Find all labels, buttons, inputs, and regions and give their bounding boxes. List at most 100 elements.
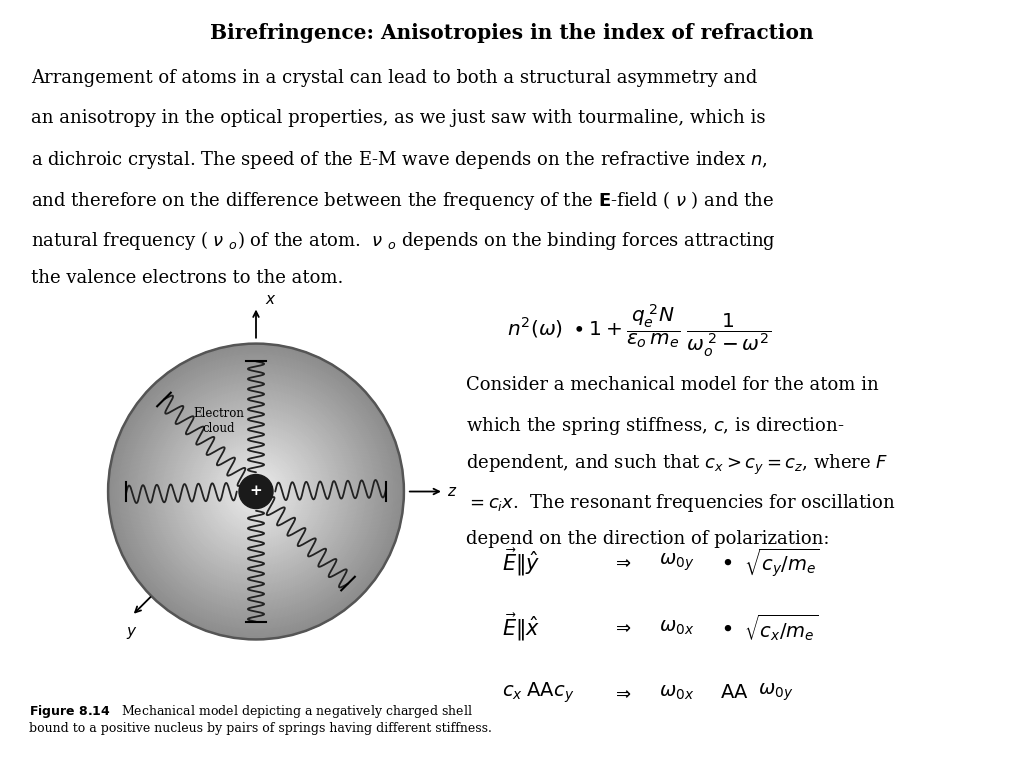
Circle shape	[204, 440, 308, 543]
Text: Electron
cloud: Electron cloud	[194, 406, 245, 435]
Circle shape	[180, 415, 332, 568]
Circle shape	[213, 449, 299, 534]
Circle shape	[178, 414, 334, 569]
Circle shape	[119, 355, 393, 628]
Circle shape	[139, 375, 373, 608]
Circle shape	[238, 473, 274, 510]
Circle shape	[110, 346, 402, 637]
Circle shape	[167, 402, 345, 581]
Text: $\bullet$: $\bullet$	[720, 617, 732, 638]
Circle shape	[195, 431, 317, 552]
Circle shape	[194, 429, 318, 554]
Circle shape	[109, 343, 403, 640]
Circle shape	[219, 455, 293, 528]
Circle shape	[143, 379, 369, 604]
Text: +: +	[250, 484, 262, 498]
Text: $z$: $z$	[446, 485, 457, 498]
Circle shape	[175, 410, 337, 573]
Text: dependent, and such that $c_x > c_y = c_z$, where $F$: dependent, and such that $c_x > c_y = c_…	[466, 453, 888, 478]
Circle shape	[128, 364, 384, 619]
Circle shape	[153, 388, 359, 595]
Text: depend on the direction of polarization:: depend on the direction of polarization:	[466, 530, 829, 548]
Circle shape	[112, 347, 400, 636]
Text: $= c_i x$.  The resonant frequencies for oscillation: $= c_i x$. The resonant frequencies for …	[466, 492, 896, 514]
Text: $n^{2}(\omega)\;\bullet 1 + \dfrac{q_{e}^{\;2}N}{\varepsilon_{o}\,m_{e}}\;\dfrac: $n^{2}(\omega)\;\bullet 1 + \dfrac{q_{e}…	[507, 302, 771, 359]
Circle shape	[141, 377, 371, 606]
Text: $y$: $y$	[126, 625, 137, 641]
Text: $c_{x}\;\mathrm{AA}c_{y}$: $c_{x}\;\mathrm{AA}c_{y}$	[502, 680, 574, 705]
Circle shape	[236, 472, 276, 511]
Circle shape	[156, 392, 356, 591]
Circle shape	[233, 469, 279, 514]
Circle shape	[197, 432, 315, 551]
Circle shape	[249, 484, 263, 499]
Circle shape	[162, 397, 350, 586]
Circle shape	[160, 396, 352, 588]
Text: $\mathbf{Figure\ 8.14}$   Mechanical model depicting a negatively charged shell: $\mathbf{Figure\ 8.14}$ Mechanical model…	[29, 703, 472, 720]
Circle shape	[148, 384, 364, 599]
Circle shape	[239, 475, 273, 508]
Text: a dichroic crystal. The speed of the E-M wave depends on the refractive index $n: a dichroic crystal. The speed of the E-M…	[31, 149, 768, 171]
Text: $x$: $x$	[265, 293, 276, 306]
Circle shape	[224, 460, 288, 523]
Circle shape	[208, 443, 304, 540]
Text: natural frequency ( $\nu$ $_{o}$) of the atom.  $\nu$ $_{o}$ depends on the bind: natural frequency ( $\nu$ $_{o}$) of the…	[31, 229, 775, 252]
Text: $\sqrt{c_{y}/m_{e}}$: $\sqrt{c_{y}/m_{e}}$	[744, 546, 820, 578]
Circle shape	[187, 423, 325, 560]
Circle shape	[132, 368, 380, 615]
Text: $\omega_{0x}$: $\omega_{0x}$	[659, 618, 694, 637]
Circle shape	[230, 465, 282, 518]
Text: an anisotropy in the optical properties, as we just saw with tourmaline, which i: an anisotropy in the optical properties,…	[31, 109, 765, 127]
Circle shape	[182, 418, 330, 565]
Text: $\omega_{0x}$: $\omega_{0x}$	[659, 684, 694, 702]
Text: $\omega_{0y}$: $\omega_{0y}$	[758, 682, 793, 703]
Text: Consider a mechanical model for the atom in: Consider a mechanical model for the atom…	[466, 376, 879, 394]
Circle shape	[184, 419, 328, 564]
Circle shape	[136, 372, 376, 611]
Text: $\vec{E} \| \hat{x}$: $\vec{E} \| \hat{x}$	[502, 611, 540, 644]
Text: $\vec{E} \| \hat{y}$: $\vec{E} \| \hat{y}$	[502, 546, 540, 578]
Circle shape	[146, 382, 366, 601]
Circle shape	[158, 393, 354, 590]
Circle shape	[247, 482, 265, 501]
Circle shape	[221, 456, 291, 527]
Circle shape	[226, 462, 286, 521]
Circle shape	[212, 447, 300, 536]
Circle shape	[164, 399, 348, 584]
Circle shape	[206, 442, 306, 541]
Text: $\mathrm{AA}$: $\mathrm{AA}$	[720, 684, 749, 702]
Text: $\Rightarrow$: $\Rightarrow$	[612, 618, 632, 637]
Text: $\bullet$: $\bullet$	[720, 551, 732, 573]
Text: Arrangement of atoms in a crystal can lead to both a structural asymmetry and: Arrangement of atoms in a crystal can le…	[31, 69, 757, 87]
Circle shape	[173, 409, 339, 574]
Text: and therefore on the difference between the frequency of the $\mathbf{E}$-field : and therefore on the difference between …	[31, 189, 773, 212]
Circle shape	[151, 386, 361, 597]
Circle shape	[118, 353, 394, 631]
Circle shape	[123, 359, 389, 624]
Circle shape	[240, 475, 272, 508]
Circle shape	[116, 351, 396, 632]
Circle shape	[201, 436, 311, 547]
Text: $\Rightarrow$: $\Rightarrow$	[612, 553, 632, 571]
Circle shape	[217, 452, 295, 531]
Circle shape	[189, 425, 323, 558]
Circle shape	[130, 366, 382, 617]
Text: $\Rightarrow$: $\Rightarrow$	[612, 684, 632, 702]
Circle shape	[215, 451, 297, 532]
Circle shape	[121, 356, 391, 627]
Text: bound to a positive nucleus by pairs of springs having different stiffness.: bound to a positive nucleus by pairs of …	[29, 722, 492, 735]
Circle shape	[254, 490, 258, 493]
Circle shape	[169, 405, 343, 578]
Text: the valence electrons to the atom.: the valence electrons to the atom.	[31, 269, 343, 286]
Circle shape	[145, 381, 367, 602]
Circle shape	[228, 464, 284, 519]
Circle shape	[127, 362, 385, 621]
Circle shape	[166, 401, 346, 582]
Circle shape	[114, 349, 398, 634]
Text: Birefringence: Anisotropies in the index of refraction: Birefringence: Anisotropies in the index…	[210, 23, 814, 43]
Circle shape	[185, 422, 327, 561]
Circle shape	[232, 468, 280, 515]
Circle shape	[243, 478, 269, 505]
Circle shape	[210, 445, 302, 538]
Circle shape	[176, 412, 336, 571]
